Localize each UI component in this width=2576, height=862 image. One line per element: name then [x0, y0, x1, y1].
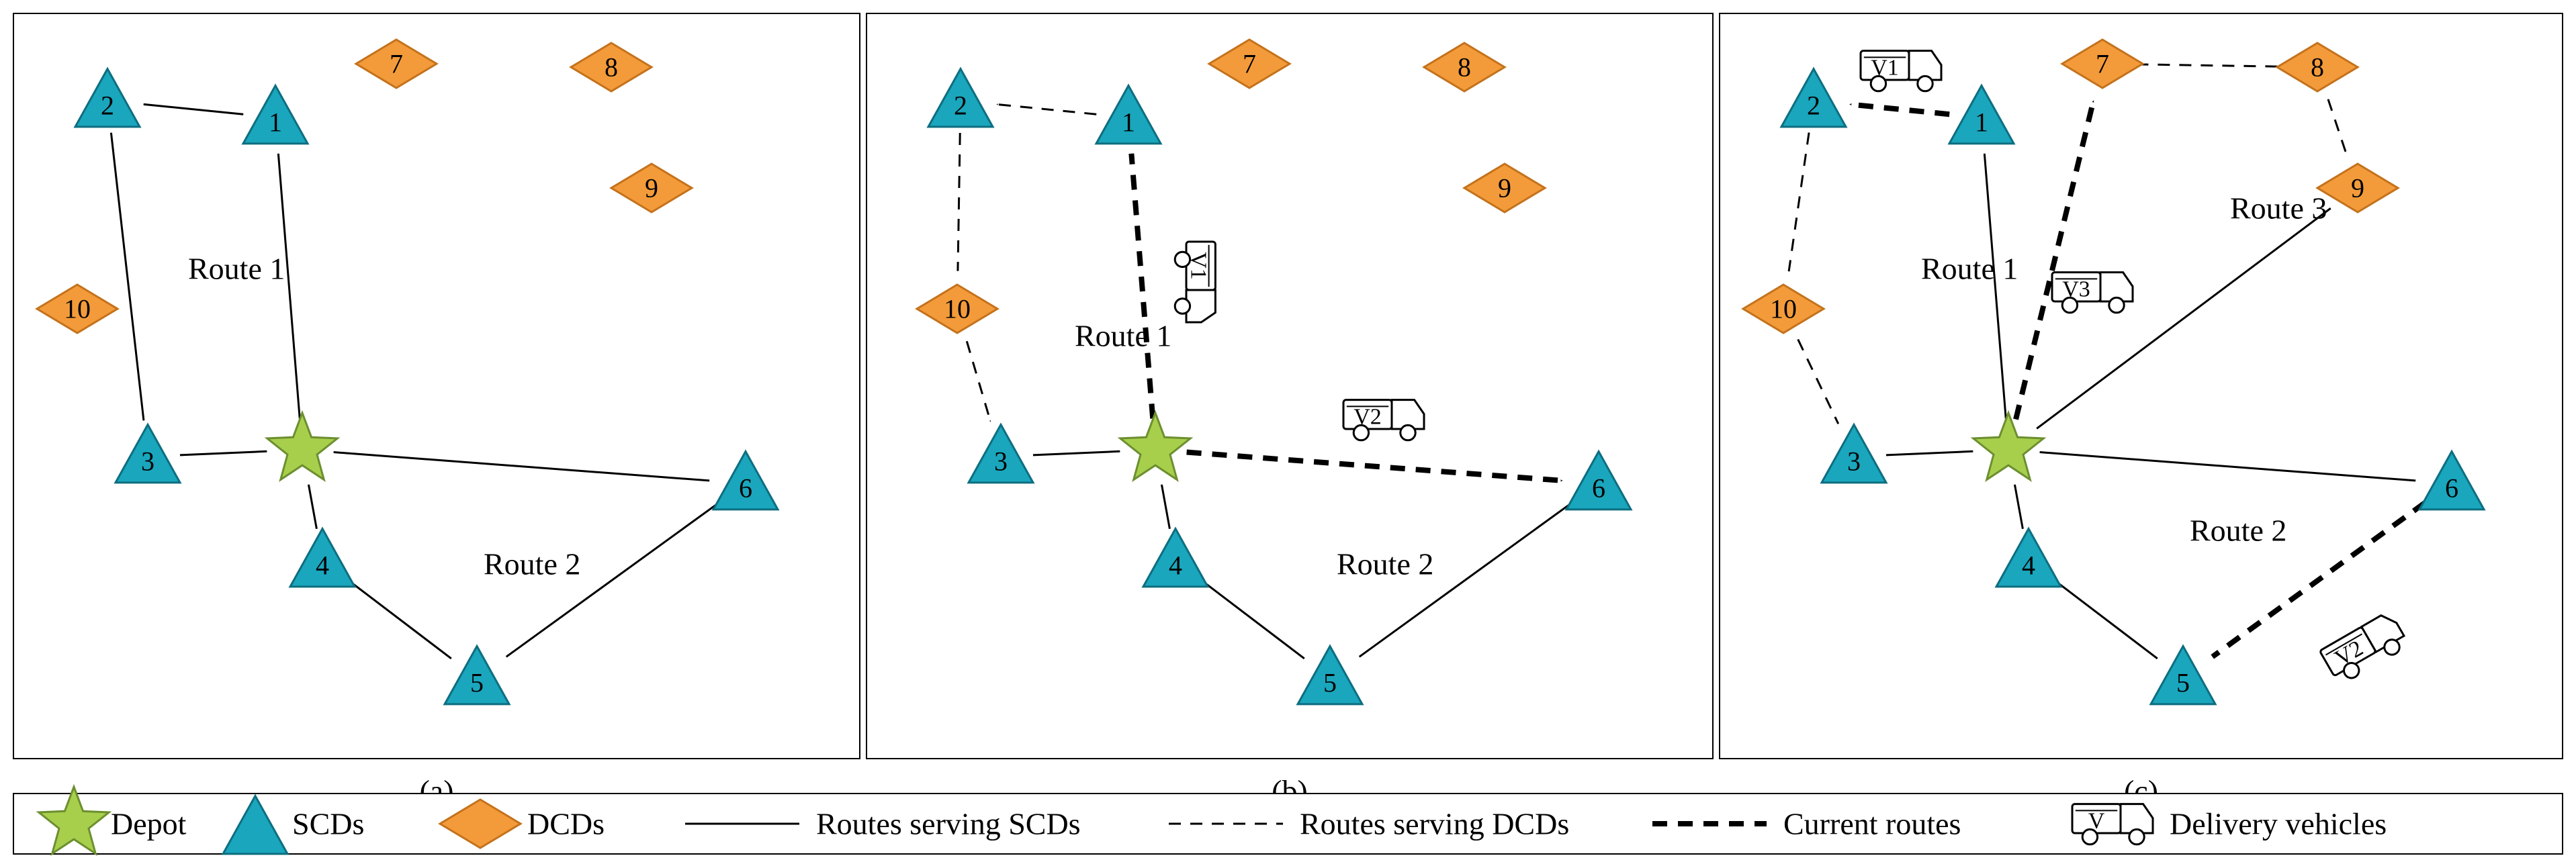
svg-text:Routes serving SCDs: Routes serving SCDs [816, 807, 1081, 841]
svg-text:7: 7 [1243, 49, 1256, 79]
panel-a: 78910123456Route 1Route 2(a) [13, 13, 860, 808]
svg-text:9: 9 [2351, 173, 2364, 203]
svg-text:Route 2: Route 2 [1337, 547, 1433, 581]
svg-text:DCDs: DCDs [527, 807, 605, 841]
svg-text:Delivery vehicles: Delivery vehicles [2170, 807, 2387, 841]
svg-text:10: 10 [944, 294, 971, 324]
svg-text:Current routes: Current routes [1783, 807, 1961, 841]
svg-text:V1: V1 [1871, 55, 1899, 80]
legend: Depot SCDs DCDs Routes serving SCDs Routes s… [13, 787, 2563, 854]
svg-text:4: 4 [2022, 550, 2035, 580]
svg-text:8: 8 [1458, 52, 1471, 83]
svg-text:4: 4 [1169, 550, 1182, 580]
svg-text:Route 2: Route 2 [2190, 514, 2286, 548]
svg-text:V3: V3 [2062, 277, 2090, 301]
svg-text:2: 2 [1807, 90, 1820, 120]
svg-text:Route 1: Route 1 [188, 252, 285, 286]
svg-text:7: 7 [2096, 49, 2109, 79]
svg-text:V: V [2088, 808, 2105, 833]
svg-text:5: 5 [2176, 667, 2190, 698]
svg-text:10: 10 [64, 294, 91, 324]
svg-text:Depot: Depot [111, 807, 187, 841]
svg-text:1: 1 [269, 107, 282, 137]
svg-text:9: 9 [645, 173, 658, 203]
svg-text:1: 1 [1975, 107, 1988, 137]
figure-root: 78910123456Route 1Route 2(a)78910123456R… [0, 0, 2576, 862]
svg-text:3: 3 [141, 446, 154, 476]
svg-text:5: 5 [1323, 667, 1337, 698]
svg-text:3: 3 [994, 446, 1008, 476]
svg-text:3: 3 [1847, 446, 1861, 476]
svg-text:Route 1: Route 1 [1921, 252, 2018, 286]
svg-text:9: 9 [1498, 173, 1511, 203]
svg-text:5: 5 [470, 667, 484, 698]
svg-text:6: 6 [1592, 473, 1605, 503]
svg-text:Route 1: Route 1 [1075, 319, 1171, 353]
svg-text:Route 2: Route 2 [484, 547, 580, 581]
svg-text:6: 6 [739, 473, 752, 503]
svg-text:2: 2 [101, 90, 114, 120]
svg-text:V1: V1 [1186, 252, 1211, 280]
svg-text:10: 10 [1770, 294, 1797, 324]
svg-text:2: 2 [954, 90, 967, 120]
panel-c: 78910123456Route 1Route 2Route 3V1V3V2(c… [1720, 13, 2563, 808]
svg-text:8: 8 [605, 52, 618, 83]
svg-text:4: 4 [316, 550, 329, 580]
svg-text:SCDs: SCDs [292, 807, 364, 841]
panel-b: 78910123456Route 1Route 2V1V2(b) [867, 13, 1713, 808]
svg-text:Route 3: Route 3 [2230, 191, 2327, 226]
svg-text:V2: V2 [1353, 404, 1382, 429]
svg-text:7: 7 [390, 49, 403, 79]
svg-text:1: 1 [1122, 107, 1135, 137]
svg-text:6: 6 [2445, 473, 2458, 503]
svg-text:Routes serving DCDs: Routes serving DCDs [1300, 807, 1569, 841]
svg-text:8: 8 [2311, 52, 2324, 83]
